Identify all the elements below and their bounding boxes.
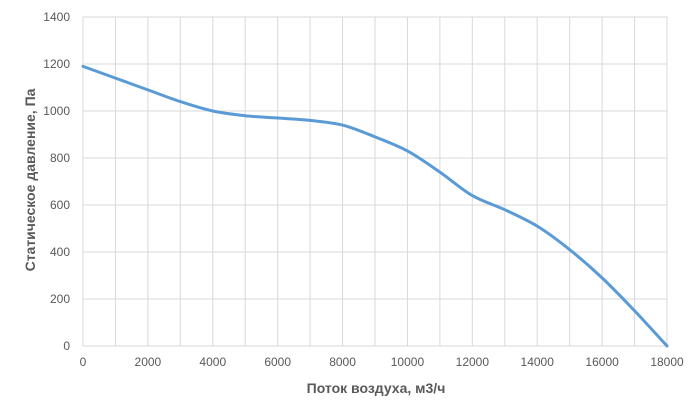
- x-tick-label: 14000: [521, 355, 555, 369]
- y-tick-label: 200: [50, 292, 70, 306]
- x-tick-label: 16000: [585, 355, 619, 369]
- x-tick-label: 0: [80, 355, 87, 369]
- y-tick-label: 1200: [43, 57, 70, 71]
- series-layer: [81, 64, 669, 348]
- x-tick-label: 12000: [456, 355, 490, 369]
- y-tick-label: 1000: [43, 104, 70, 118]
- y-axis-title: Статическое давление, Па: [22, 88, 38, 271]
- x-axis-title: Поток воздуха, м3/ч: [307, 380, 446, 396]
- x-tick-label: 10000: [391, 355, 425, 369]
- x-tick-label: 18000: [650, 355, 684, 369]
- y-tick-label: 600: [50, 198, 70, 212]
- y-tick-label: 800: [50, 151, 70, 165]
- x-tick-label: 4000: [199, 355, 226, 369]
- y-tick-label: 0: [63, 339, 70, 353]
- y-tick-label: 1400: [43, 10, 70, 24]
- x-tick-label: 6000: [264, 355, 291, 369]
- grid: [82, 16, 668, 347]
- x-axis-ticks: 0 2000 4000 6000 8000 10000 12000 14000 16000 180…: [80, 355, 684, 369]
- y-axis-ticks: 0 200 400 600 800 1000 1200 1400: [43, 10, 70, 353]
- x-tick-label: 2000: [135, 355, 162, 369]
- x-tick-label: 8000: [329, 355, 356, 369]
- series-line: [81, 64, 669, 348]
- y-tick-label: 400: [50, 245, 70, 259]
